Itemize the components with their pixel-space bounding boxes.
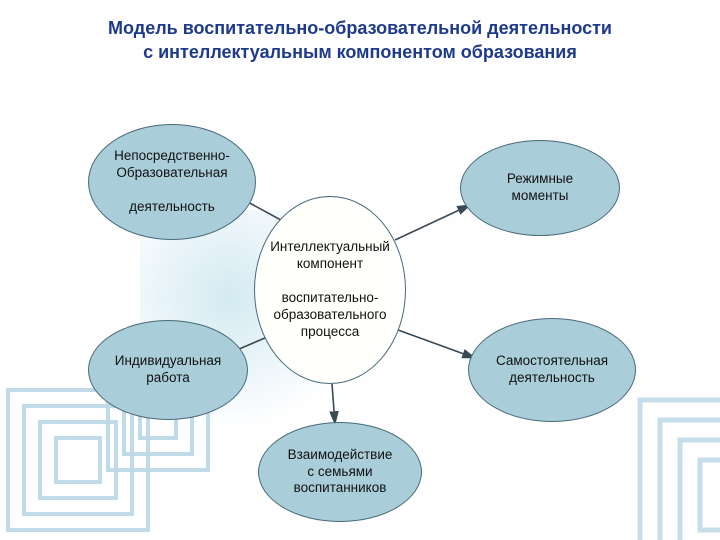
arrow-to-independent [398, 330, 475, 358]
node-label: Режимные моменты [507, 171, 573, 205]
node-label: Непосредственно- Образовательная деятель… [114, 148, 230, 216]
node-individual: Индивидуальная работа [88, 320, 248, 420]
center-node-label: Интеллектуальный компонент воспитательно… [270, 239, 390, 340]
arrow-to-family [332, 384, 335, 424]
center-node: Интеллектуальный компонент воспитательно… [254, 196, 406, 384]
node-label: Взаимодействие с семьями воспитанников [288, 447, 393, 498]
node-regime: Режимные моменты [460, 140, 620, 236]
node-label: Индивидуальная работа [115, 353, 221, 387]
node-direct-edu: Непосредственно- Образовательная деятель… [88, 124, 256, 240]
page-title: Модель воспитательно-образовательной дея… [0, 16, 720, 65]
node-label: Самостоятельная деятельность [496, 353, 608, 387]
node-family: Взаимодействие с семьями воспитанников [258, 422, 422, 522]
node-independent: Самостоятельная деятельность [468, 318, 636, 422]
arrow-to-regime [395, 205, 470, 240]
corner-decor-right [630, 390, 720, 540]
